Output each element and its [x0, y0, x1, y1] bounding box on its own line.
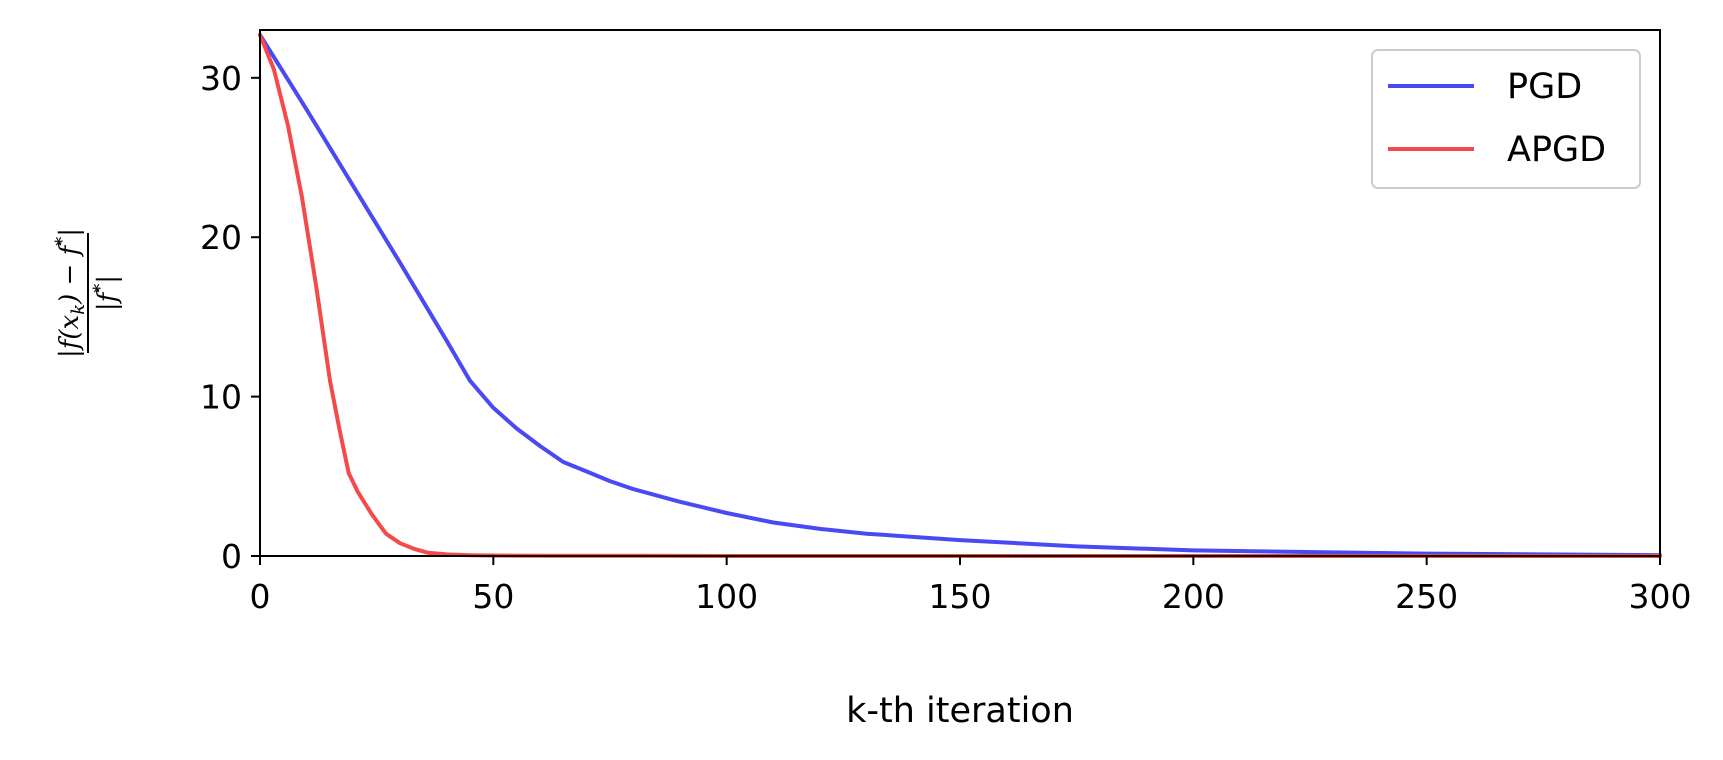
legend-label-apgd: APGD — [1507, 130, 1606, 170]
y-ticks: 0 10 20 30 — [200, 59, 260, 576]
y-tick-label: 0 — [221, 537, 242, 576]
legend-label-pgd: PGD — [1507, 67, 1582, 107]
series-line-pgd — [258, 32, 1662, 558]
legend: PGD APGD — [1371, 49, 1641, 189]
y-tick-label: 30 — [200, 59, 242, 98]
legend-entries: PGD APGD — [1388, 67, 1606, 170]
y-axis-label-numerator: |f(xk) − f*| — [52, 228, 89, 358]
x-tick-label: 200 — [1162, 577, 1225, 616]
x-tick-label: 300 — [1629, 577, 1692, 616]
y-axis-label-denominator: |f*| — [90, 275, 123, 311]
x-tick-label: 100 — [695, 577, 758, 616]
y-tick-label: 20 — [200, 218, 242, 257]
y-axis-label: |f(xk) − f*| |f*| — [52, 228, 123, 358]
x-tick-label: 50 — [472, 577, 514, 616]
x-tick-label: 0 — [250, 577, 271, 616]
x-axis-label: k-th iteration — [846, 691, 1074, 731]
x-ticks: 0 50 100 150 200 250 300 — [250, 556, 1692, 616]
plot-frame — [259, 29, 1661, 557]
x-tick-label: 150 — [929, 577, 992, 616]
y-tick-label: 10 — [200, 378, 242, 417]
x-tick-label: 250 — [1395, 577, 1458, 616]
